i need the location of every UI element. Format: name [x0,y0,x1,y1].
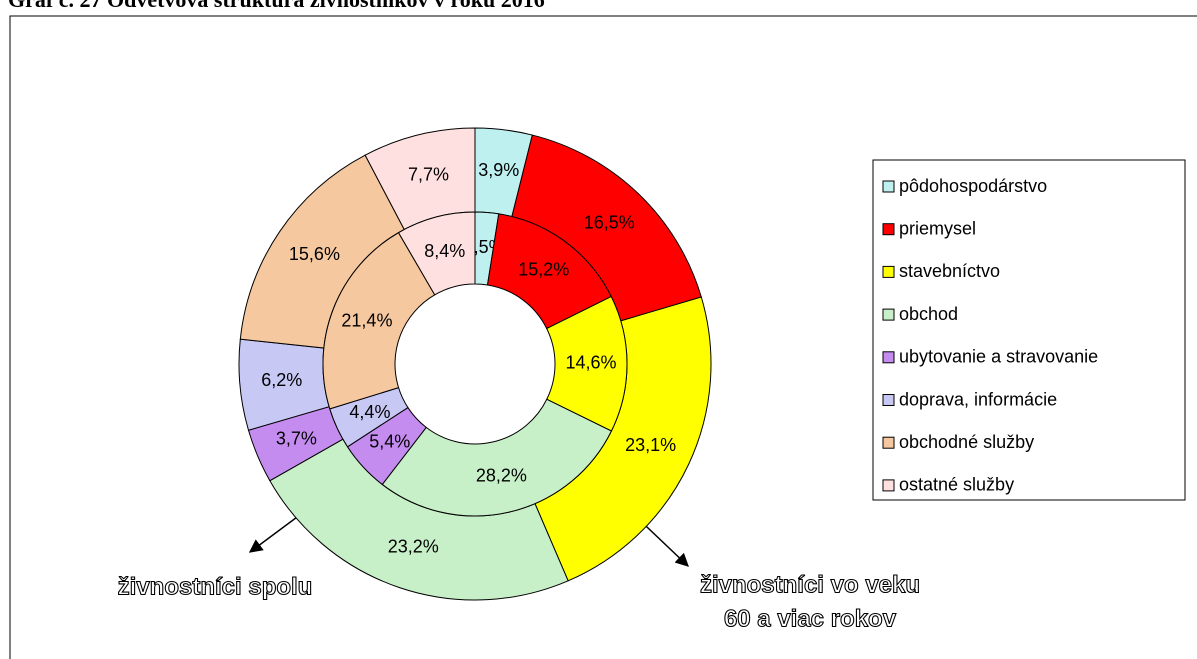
series-annotation: 60 a viac rokov [724,605,897,632]
doughnut-segment [397,211,476,296]
chart-frame [9,15,1197,659]
legend-label: doprava, informácie [899,389,1057,409]
legend-swatch [882,265,895,278]
data-label: 23,1% [625,435,676,455]
legend-swatch [882,180,895,193]
legend-swatch [882,351,895,364]
legend-swatch [882,479,895,492]
data-label: 16,5% [584,213,635,233]
legend-label: ubytovanie a stravovanie [899,347,1098,367]
data-label: 21,4% [341,311,392,331]
data-label: 7,7% [408,164,449,184]
legend-box [872,159,1186,501]
legend-label: stavebníctvo [899,261,1000,281]
doughnut-segment [381,398,613,517]
data-label: 6,2% [261,370,302,390]
chart-title: Graf č. 27 Odvetvová štruktúra živnostní… [8,0,545,12]
legend-swatch [882,223,895,236]
data-label: 5,4% [369,431,410,451]
series-annotation: živnostníci vo veku [700,571,920,598]
data-label: 3,9% [478,160,519,180]
legend-label: ostatné služby [899,475,1014,495]
legend-label: obchodné služby [899,432,1034,452]
data-label: 28,2% [476,466,527,486]
doughnut-segment [322,231,436,410]
legend-swatch [882,308,895,321]
data-label: 15,2% [518,259,569,279]
legend-swatch [882,436,895,449]
data-label: 8,4% [424,241,465,261]
data-label: 3,7% [276,428,317,448]
data-label: 4,4% [349,402,390,422]
data-label: 15,6% [289,244,340,264]
data-label: 23,2% [388,537,439,557]
legend-label: pôdohospodárstvo [899,176,1047,196]
data-label: 14,6% [565,353,616,373]
series-annotation: živnostníci spolu [118,573,313,600]
legend-label: obchod [899,304,958,324]
legend-swatch [882,394,895,406]
legend-label: priemysel [899,218,976,238]
